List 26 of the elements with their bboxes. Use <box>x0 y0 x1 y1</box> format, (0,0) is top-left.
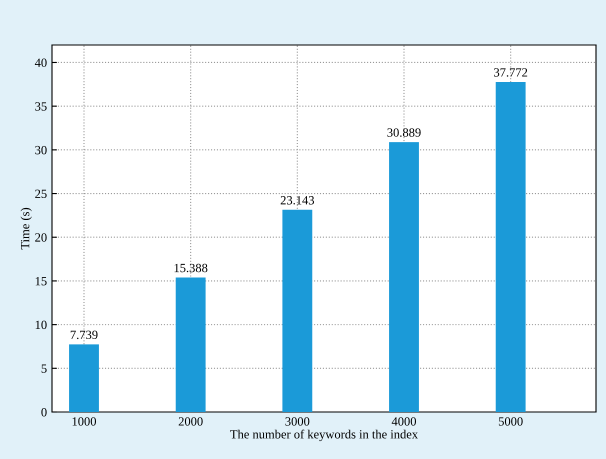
y-axis-title: Time (s) <box>20 208 32 250</box>
y-tick-label: 25 <box>35 190 47 198</box>
data-label: 30.889 <box>387 128 421 137</box>
data-label: 23.143 <box>280 196 314 205</box>
x-tick-label: 4000 <box>392 417 416 426</box>
x-tick-label: 5000 <box>498 417 523 426</box>
x-axis-title: The number of keywords in the index <box>230 430 418 442</box>
y-tick-label: 40 <box>34 58 47 67</box>
x-tick-label: 3000 <box>285 417 310 426</box>
y-tick-label: 20 <box>35 233 47 242</box>
y-tick-label: 30 <box>35 146 47 154</box>
bar <box>282 210 312 412</box>
bar <box>69 344 99 412</box>
x-tick-label: 1000 <box>72 417 96 426</box>
y-tick-label: 5 <box>42 364 47 373</box>
x-tick-label: 2000 <box>178 417 203 426</box>
bar <box>496 82 526 412</box>
y-tick-label: 15 <box>36 277 47 286</box>
y-tick-label: 0 <box>41 408 47 416</box>
data-label: 37.772 <box>494 68 528 77</box>
y-tick-label: 35 <box>35 102 47 111</box>
y-tick-label: 10 <box>36 320 47 330</box>
data-label: 7.739 <box>70 330 98 340</box>
bar <box>389 142 419 412</box>
data-label: 15.388 <box>174 264 208 272</box>
bar <box>176 278 206 412</box>
